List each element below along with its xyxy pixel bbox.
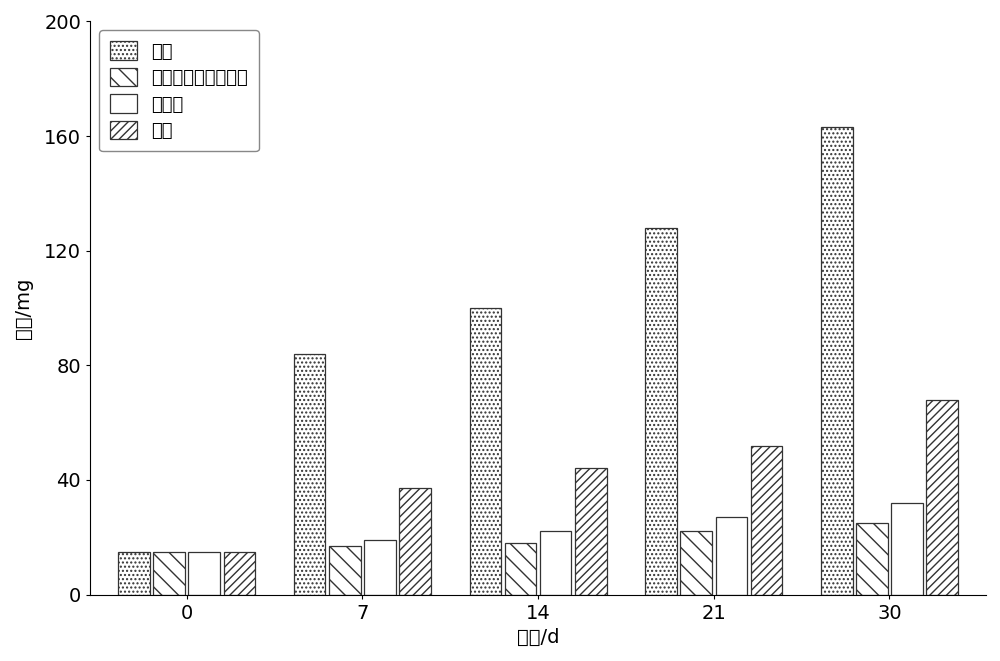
Bar: [856, 523, 888, 594]
Bar: [575, 469, 607, 594]
Bar: [891, 503, 923, 594]
Bar: [294, 354, 325, 594]
Bar: [364, 540, 396, 594]
Bar: [821, 128, 853, 594]
Bar: [680, 531, 712, 594]
Bar: [645, 228, 677, 594]
Bar: [926, 400, 958, 594]
X-axis label: 时间/d: 时间/d: [517, 628, 559, 647]
Bar: [505, 543, 536, 594]
Bar: [399, 488, 431, 594]
Bar: [153, 551, 185, 594]
Bar: [540, 531, 571, 594]
Bar: [470, 308, 501, 594]
Bar: [329, 546, 361, 594]
Bar: [188, 551, 220, 594]
Legend: 空白, 微波辅助碱性蛋白酶, 微波法, 酶法: 空白, 微波辅助碱性蛋白酶, 微波法, 酶法: [99, 30, 259, 151]
Bar: [716, 517, 747, 594]
Y-axis label: 酸值/mg: 酸值/mg: [14, 277, 33, 338]
Bar: [224, 551, 255, 594]
Bar: [751, 446, 782, 594]
Bar: [118, 551, 150, 594]
